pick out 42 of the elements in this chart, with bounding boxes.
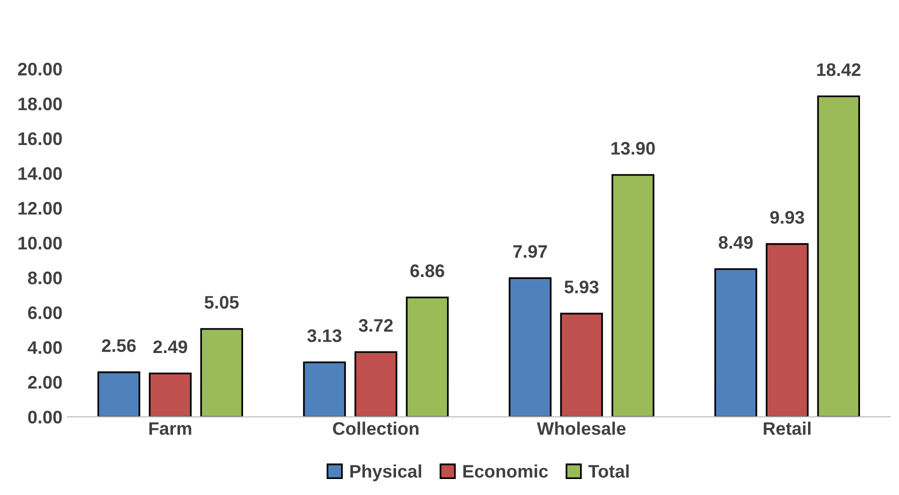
data-label: 2.56 bbox=[102, 339, 136, 352]
bar bbox=[303, 361, 346, 417]
data-label: 13.90 bbox=[612, 142, 655, 155]
bar bbox=[97, 371, 140, 417]
y-tick-label: 2.00 bbox=[28, 376, 62, 389]
bar bbox=[817, 95, 860, 417]
data-label: 5.93 bbox=[564, 280, 598, 294]
y-tick-label: 6.00 bbox=[28, 306, 62, 320]
y-tick-label: 8.00 bbox=[28, 272, 62, 284]
y-tick-label: 4.00 bbox=[28, 341, 62, 354]
legend-label: Physical bbox=[350, 464, 422, 482]
bar bbox=[612, 174, 654, 417]
data-label: 5.05 bbox=[204, 296, 239, 309]
bar bbox=[354, 351, 398, 417]
data-label: 3.72 bbox=[358, 319, 393, 332]
bar bbox=[560, 312, 603, 417]
data-label: 8.49 bbox=[718, 236, 753, 249]
data-label: 9.93 bbox=[770, 210, 804, 224]
data-label: 7.97 bbox=[513, 245, 547, 258]
y-tick-label: 10.00 bbox=[18, 236, 62, 250]
legend-label: Economic bbox=[463, 464, 548, 478]
bar bbox=[714, 268, 758, 417]
x-tick-label: Collection bbox=[333, 422, 418, 435]
y-tick-label: 20.00 bbox=[18, 62, 62, 76]
data-label: 2.49 bbox=[153, 340, 188, 354]
x-tick-label: Retail bbox=[764, 422, 810, 435]
x-tick-label: Wholesale bbox=[536, 422, 626, 435]
bar bbox=[508, 277, 552, 417]
y-tick-label: 18.00 bbox=[18, 98, 62, 110]
y-tick-label: 12.00 bbox=[18, 202, 62, 215]
y-tick-label: 14.00 bbox=[18, 167, 62, 180]
y-tick-label: 16.00 bbox=[18, 132, 62, 146]
bar bbox=[200, 328, 244, 417]
legend-label: Total bbox=[588, 464, 629, 478]
x-tick-label: Farm bbox=[149, 422, 192, 435]
bar bbox=[406, 296, 449, 417]
y-tick-label: 0.00 bbox=[28, 410, 62, 424]
data-label: 3.13 bbox=[307, 329, 342, 342]
data-label: 6.86 bbox=[410, 264, 444, 278]
bar bbox=[766, 243, 809, 417]
bar bbox=[148, 372, 192, 417]
data-label: 18.42 bbox=[817, 63, 860, 76]
